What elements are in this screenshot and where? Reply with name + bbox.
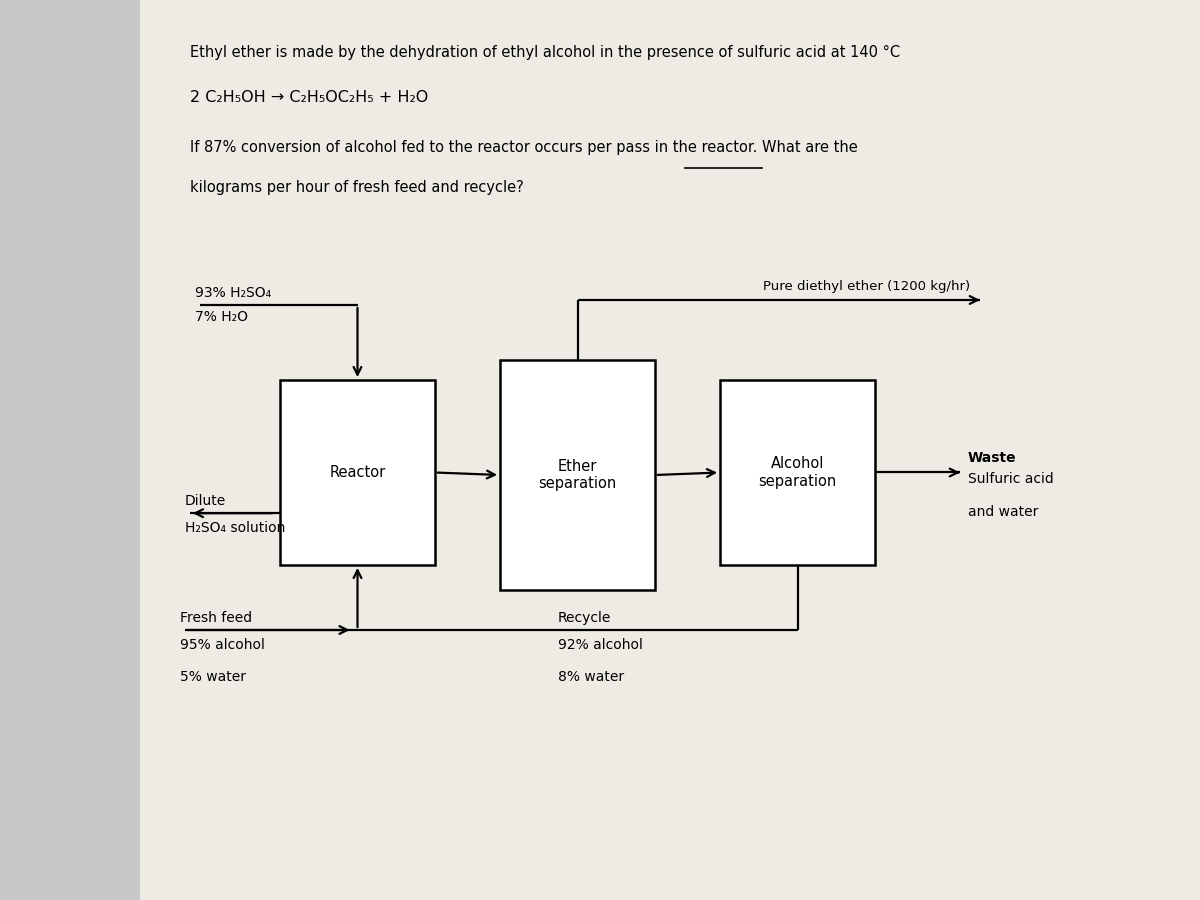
Text: Pure diethyl ether (1200 kg/hr): Pure diethyl ether (1200 kg/hr) xyxy=(763,280,970,293)
Text: If 87% conversion of alcohol fed to the reactor occurs per pass in the reactor. : If 87% conversion of alcohol fed to the … xyxy=(190,140,858,155)
Bar xyxy=(500,360,655,590)
Text: Reactor: Reactor xyxy=(329,465,385,480)
Text: 5% water: 5% water xyxy=(180,670,246,684)
Bar xyxy=(720,380,875,565)
Bar xyxy=(140,0,1200,900)
Text: 95% alcohol: 95% alcohol xyxy=(180,638,265,652)
Text: 92% alcohol: 92% alcohol xyxy=(558,638,642,652)
Text: 8% water: 8% water xyxy=(558,670,624,684)
Text: Dilute: Dilute xyxy=(185,494,227,508)
Text: 2 C₂H₅OH → C₂H₅OC₂H₅ + H₂O: 2 C₂H₅OH → C₂H₅OC₂H₅ + H₂O xyxy=(190,90,428,105)
Text: and water: and water xyxy=(968,505,1038,518)
Text: Waste: Waste xyxy=(968,451,1016,464)
Text: Recycle: Recycle xyxy=(558,611,611,625)
Text: H₂SO₄ solution: H₂SO₄ solution xyxy=(185,521,286,535)
Text: Ethyl ether is made by the dehydration of ethyl alcohol in the presence of sulfu: Ethyl ether is made by the dehydration o… xyxy=(190,45,900,60)
Text: Sulfuric acid: Sulfuric acid xyxy=(968,472,1054,487)
Bar xyxy=(280,380,436,565)
Text: kilograms per hour of fresh feed and recycle?: kilograms per hour of fresh feed and rec… xyxy=(190,180,523,195)
Text: Ether
separation: Ether separation xyxy=(539,459,617,491)
Text: 7% H₂O: 7% H₂O xyxy=(194,310,248,324)
Text: Alcohol
separation: Alcohol separation xyxy=(758,456,836,489)
Text: 93% H₂SO₄: 93% H₂SO₄ xyxy=(194,286,271,300)
Text: Fresh feed: Fresh feed xyxy=(180,611,252,625)
